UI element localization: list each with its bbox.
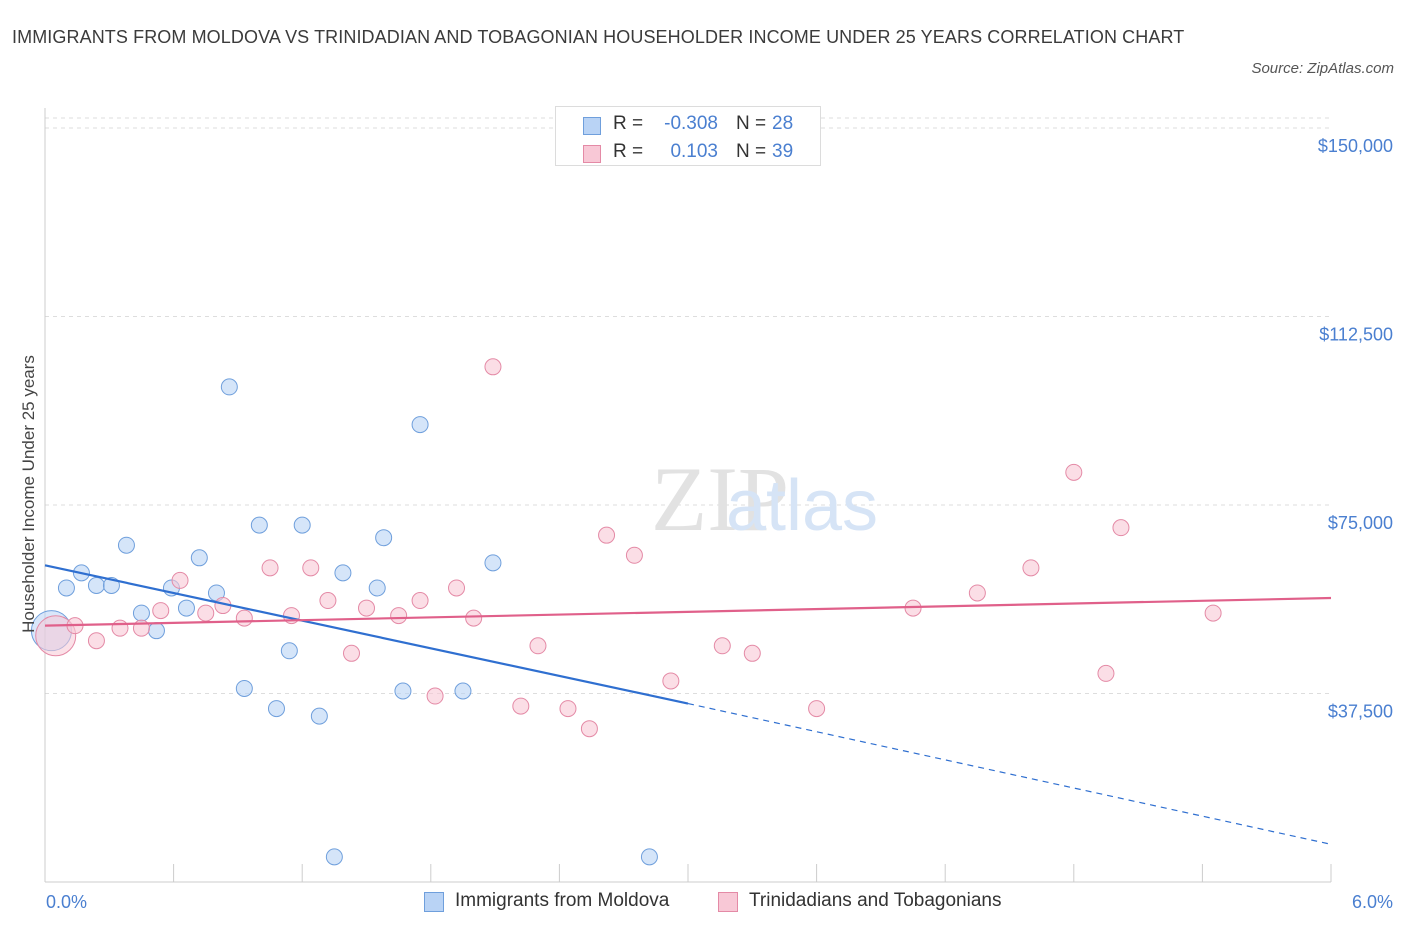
y-tick-label: $150,000 (1318, 136, 1393, 156)
legend-r-label: R = (613, 113, 644, 134)
trinidad-point (1022, 559, 1040, 577)
moldova-point (375, 529, 393, 547)
series-swatch-pink (718, 892, 738, 912)
moldova-point (235, 679, 253, 697)
trend-lines (44, 564, 1332, 845)
moldova-point (220, 378, 238, 396)
series-swatch-blue (424, 892, 444, 912)
legend-n-label: N = (736, 141, 767, 162)
y-tick-label: $75,000 (1328, 513, 1393, 533)
trinidad-point (465, 609, 483, 627)
legend-r-label: R = (613, 141, 644, 162)
legend-r-value: 0.103 (670, 141, 718, 162)
trinidad-point (1204, 604, 1222, 622)
trinidad-point (390, 607, 408, 625)
moldova-point (190, 549, 208, 567)
trinidad-point (484, 358, 502, 376)
legend-n-value: 28 (772, 113, 794, 134)
moldova-point (484, 554, 502, 572)
trinidad-point (411, 592, 429, 610)
legend-swatch-pink (583, 145, 601, 163)
legend-row-trinidad: R = 0.103 N = 39 (556, 138, 820, 166)
trinidad-point (808, 700, 826, 718)
moldova-point (250, 516, 268, 534)
trinidad-point (197, 604, 215, 622)
moldova-point (267, 700, 285, 718)
moldova-point (87, 576, 105, 594)
source-label: Source: ZipAtlas.com (1251, 60, 1394, 77)
trinidad-point (512, 697, 530, 715)
trinidad-point (580, 720, 598, 738)
trinidad-point (302, 559, 320, 577)
trinidad-point (319, 592, 337, 610)
moldova-point (334, 564, 352, 582)
y-tick-label: $112,500 (1319, 325, 1393, 345)
axes (44, 108, 1332, 883)
trinidad-point (87, 632, 105, 650)
trinidad-point (1112, 519, 1130, 537)
y-axis-label: Householder Income Under 25 years (19, 355, 38, 633)
moldova-point (640, 848, 658, 866)
moldova-point (280, 642, 298, 660)
moldova-point (368, 579, 386, 597)
moldova-point (310, 707, 328, 725)
legend-n-label: N = (736, 113, 767, 134)
trinidad-point (152, 602, 170, 620)
y-tick-label: $37,500 (1328, 702, 1393, 722)
x-tick-label: 0.0% (46, 892, 87, 912)
legend-n-value: 39 (772, 141, 794, 162)
trinidad-point (625, 546, 643, 564)
moldova-point (57, 579, 75, 597)
moldova-point (325, 848, 343, 866)
trinidad-point (1097, 664, 1115, 682)
trinidad-point (261, 559, 279, 577)
trinidad-point (342, 644, 360, 662)
trinidad-point (111, 619, 129, 637)
trinidad-point (713, 637, 731, 655)
moldova-point (293, 516, 311, 534)
moldova-point (117, 536, 135, 554)
axis-labels: $37,500 $75,000 $112,500 $150,000 0.0% 6.0% Ho… (19, 136, 1393, 912)
data-points (30, 358, 1222, 866)
trinidad-trend-line (44, 596, 1332, 627)
trinidad-point (743, 644, 761, 662)
moldova-point (394, 682, 412, 700)
moldova-point (147, 622, 165, 640)
trinidad-point (559, 700, 577, 718)
series-label-moldova: Immigrants from Moldova (455, 890, 670, 911)
legend-row-moldova: R = -0.308 N = 28 (556, 110, 820, 138)
trinidad-point (426, 687, 444, 705)
trinidad-point (358, 599, 375, 617)
moldova-point (177, 599, 195, 617)
watermark-zip: ZIP (651, 448, 789, 550)
moldova-trend-extension (687, 702, 1332, 845)
watermark-atlas: atlas (726, 466, 878, 546)
series-label-trinidad: Trinidadians and Tobagonians (749, 890, 1002, 911)
legend-r-value: -0.308 (664, 113, 718, 134)
legend-swatch-blue (583, 117, 601, 135)
trinidad-point (968, 584, 986, 602)
moldova-trend-line (44, 564, 689, 705)
moldova-point (411, 416, 429, 434)
x-tick-label: 6.0% (1352, 892, 1393, 912)
correlation-legend: R = -0.308 N = 28 R = 0.103 N = 39 (555, 106, 821, 166)
trinidad-point (1065, 463, 1083, 481)
moldova-point (132, 604, 150, 622)
trinidad-point (598, 526, 616, 544)
chart-title: IMMIGRANTS FROM MOLDOVA VS TRINIDADIAN A… (12, 27, 1185, 47)
trinidad-point (662, 672, 680, 690)
trinidad-point (448, 579, 466, 597)
trinidad-point (171, 571, 189, 589)
moldova-point (454, 682, 472, 700)
series-legend: Immigrants from Moldova Trinidadians and… (0, 888, 1406, 916)
trinidad-point (235, 609, 253, 627)
trinidad-point (529, 637, 547, 655)
